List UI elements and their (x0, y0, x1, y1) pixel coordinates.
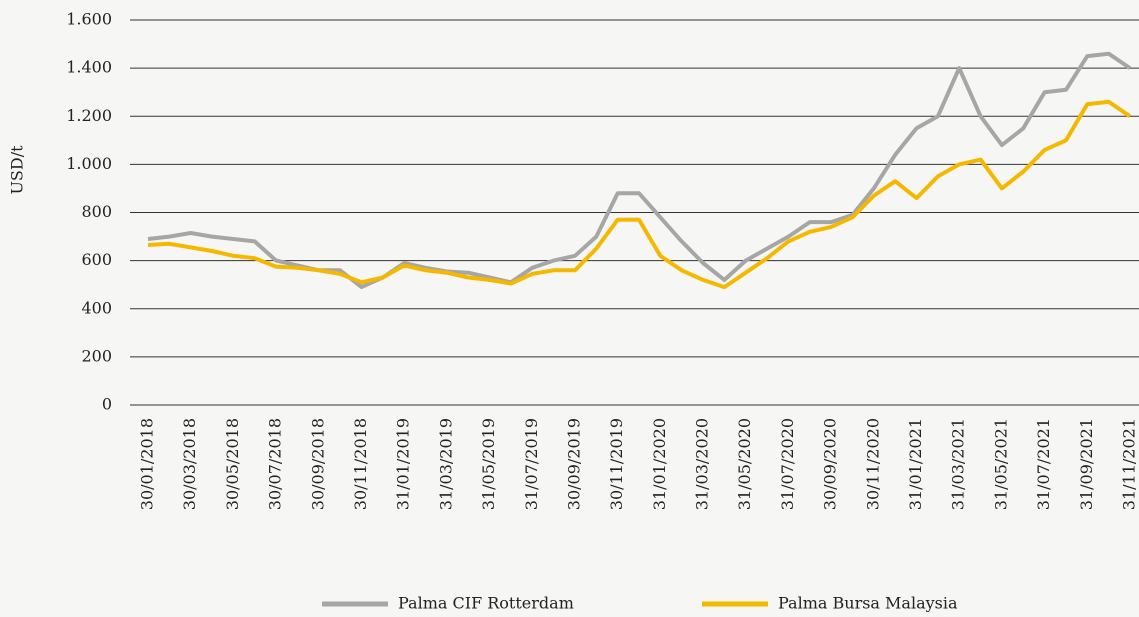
y-tick-label: 1.600 (66, 10, 112, 29)
x-tick-label: 31/11/2021 (1120, 418, 1139, 510)
x-tick-label: 30/03/2018 (180, 418, 199, 510)
x-tick-label: 31/03/2021 (949, 418, 968, 510)
y-tick-label: 800 (81, 202, 112, 221)
series-line (147, 51, 1132, 290)
y-tick-label: 0 (102, 395, 112, 414)
x-tick-label: 30/09/2020 (821, 418, 840, 510)
x-tick-label: 30/05/2018 (223, 418, 242, 510)
x-tick-label: 31/01/2021 (906, 418, 925, 510)
x-tick-label: 31/09/2021 (1077, 418, 1096, 510)
y-axis-label: USD/t (8, 145, 27, 195)
y-tick-label: 1.200 (66, 106, 112, 125)
x-tick-label: 30/01/2018 (138, 418, 157, 510)
series-line (147, 99, 1132, 290)
y-tick-label: 200 (81, 346, 112, 365)
y-tick-label: 400 (81, 298, 112, 317)
x-tick-label: 31/05/2020 (735, 418, 754, 510)
x-tick-label: 30/09/2018 (308, 418, 327, 510)
legend-label: Palma CIF Rotterdam (398, 594, 574, 613)
x-tick-label: 31/01/2019 (394, 418, 413, 510)
x-tick-label: 31/05/2019 (479, 418, 498, 510)
x-tick-label: 31/05/2021 (991, 418, 1010, 510)
legend-label: Palma Bursa Malaysia (778, 594, 958, 613)
x-tick-label: 31/03/2019 (436, 418, 455, 510)
y-tick-label: 1.400 (66, 58, 112, 77)
x-tick-label: 30/11/2020 (863, 418, 882, 510)
y-tick-label: 1.000 (66, 154, 112, 173)
x-tick-label: 31/07/2021 (1034, 418, 1053, 510)
y-tick-label: 600 (81, 250, 112, 269)
x-tick-label: 31/07/2019 (522, 418, 541, 510)
x-tick-label: 31/07/2020 (778, 418, 797, 510)
x-tick-label: 30/11/2018 (351, 418, 370, 510)
x-tick-label: 31/03/2020 (693, 418, 712, 510)
x-tick-label: 30/09/2019 (564, 418, 583, 510)
x-tick-label: 31/01/2020 (650, 418, 669, 510)
x-tick-label: 30/07/2018 (266, 418, 285, 510)
x-tick-label: 30/11/2019 (607, 418, 626, 510)
